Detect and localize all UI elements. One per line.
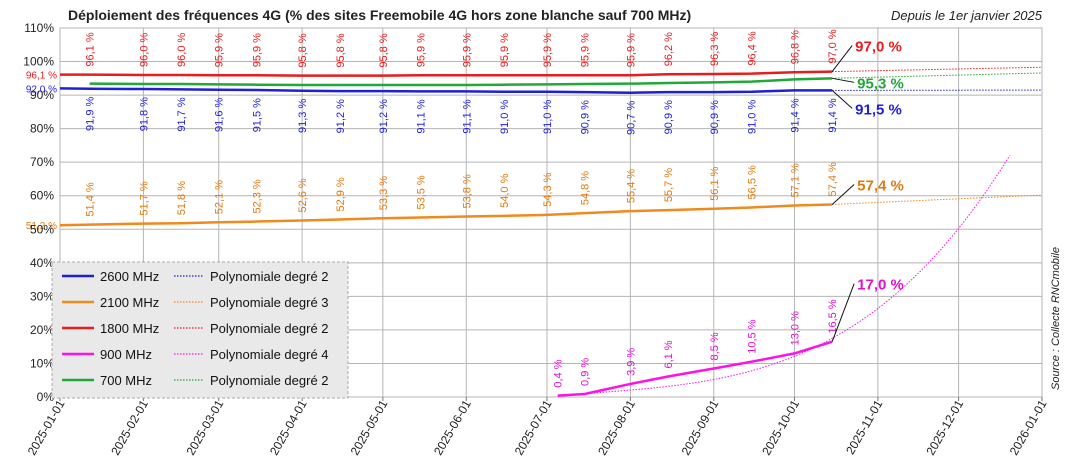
data-label: 91,2 % (378, 99, 390, 133)
data-label: 95,8 % (297, 33, 309, 67)
data-label: 90,9 % (663, 100, 675, 134)
data-label: 91,0 % (499, 100, 511, 134)
y-tick-label: 70% (30, 155, 54, 169)
y-tick-label: 10% (30, 356, 54, 370)
data-label: 54,0 % (499, 173, 511, 207)
data-label: 95,9 % (499, 33, 511, 67)
data-label: 53,3 % (378, 176, 390, 210)
end-value-label: 57,4 % (857, 177, 904, 194)
data-label: 52,9 % (335, 177, 347, 211)
data-label: 55,4 % (625, 169, 637, 203)
data-label: 96,0 % (138, 32, 150, 66)
data-label: 95,8 % (335, 33, 347, 67)
legend-label: 2100 MHz (100, 295, 159, 310)
y-tick-label: 0% (37, 390, 55, 404)
data-label: 95,9 % (542, 33, 554, 67)
data-label: 95,9 % (214, 33, 226, 67)
data-label: 91,1 % (461, 99, 473, 133)
y-tick-label: 20% (30, 323, 54, 337)
data-label: 91,8 % (138, 97, 150, 131)
data-label: 90,9 % (709, 100, 721, 134)
chart-subtitle: Depuis le 1er janvier 2025 (891, 8, 1043, 23)
data-label: 13,0 % (789, 311, 801, 345)
y-tick-label: 60% (30, 189, 54, 203)
legend-trend-label: Polynomiale degré 3 (210, 295, 329, 310)
end-value-label: 95,3 % (857, 75, 904, 92)
data-label: 96,0 % (176, 32, 188, 66)
y-tick-label: 90% (30, 88, 54, 102)
y-tick-label: 110% (24, 21, 54, 35)
legend-trend-label: Polynomiale degré 4 (210, 347, 329, 362)
data-label: 91,7 % (176, 97, 188, 131)
y-tick-label: 80% (30, 122, 54, 136)
source-note: Source : Collecte RNCmobile (1050, 247, 1062, 390)
data-label: 51,8 % (176, 181, 188, 215)
data-label: 56,1 % (709, 166, 721, 200)
data-label: 51,7 % (138, 181, 150, 215)
data-label: 95,9 % (416, 33, 428, 67)
data-label: 91,3 % (297, 99, 309, 133)
legend-trend-label: Polynomiale degré 2 (210, 321, 329, 336)
data-label: 96,8 % (789, 30, 801, 64)
legend-trend-label: Polynomiale degré 2 (210, 373, 329, 388)
data-label: 91,9 % (85, 97, 97, 131)
data-label: 95,8 % (378, 33, 390, 67)
data-label: 56,5 % (746, 165, 758, 199)
data-label: 57,1 % (789, 163, 801, 197)
data-label: 54,3 % (542, 172, 554, 206)
data-label: 57,4 % (827, 162, 839, 196)
data-label: 90,7 % (625, 101, 637, 135)
data-label: 91,0 % (542, 100, 554, 134)
data-label: 91,5 % (251, 98, 263, 132)
data-label: 95,9 % (461, 33, 473, 67)
data-label: 96,4 % (746, 31, 758, 65)
data-label: 54,8 % (580, 171, 592, 205)
data-label: 51,4 % (85, 182, 97, 216)
legend: 2600 MHz Polynomiale degré 2 2100 MHz Polyn… (52, 262, 348, 398)
data-label: 52,6 % (297, 178, 309, 212)
data-label: 55,7 % (663, 168, 675, 202)
start-value-label: 96,1 % (26, 71, 57, 82)
data-label: 97,0 % (827, 29, 839, 63)
legend-trend-label: Polynomiale degré 2 (210, 269, 329, 284)
data-label: 10,5 % (746, 319, 758, 353)
y-tick-label: 50% (30, 222, 54, 236)
data-label: 0,4 % (553, 359, 565, 387)
data-label: 53,5 % (416, 175, 428, 209)
data-label: 95,9 % (251, 33, 263, 67)
end-value-label: 17,0 % (857, 277, 904, 294)
data-label: 91,1 % (416, 99, 428, 133)
legend-label: 1800 MHz (100, 321, 159, 336)
data-label: 95,9 % (580, 33, 592, 67)
data-label: 91,6 % (214, 98, 226, 132)
data-label: 6,1 % (663, 340, 675, 368)
data-label: 8,5 % (709, 332, 721, 360)
data-label: 52,1 % (214, 180, 226, 214)
legend-label: 2600 MHz (100, 269, 159, 284)
chart-title: Déploiement des fréquences 4G (% des sit… (68, 7, 691, 23)
y-tick-label: 30% (30, 289, 54, 303)
data-label: 3,9 % (625, 348, 637, 376)
data-label: 91,4 % (827, 98, 839, 132)
legend-label: 900 MHz (100, 347, 152, 362)
data-label: 96,2 % (663, 32, 675, 66)
data-label: 96,3 % (709, 31, 721, 65)
data-label: 91,0 % (746, 100, 758, 134)
data-label: 90,9 % (580, 100, 592, 134)
end-value-label: 91,5 % (855, 101, 902, 118)
data-label: 0,9 % (580, 358, 592, 386)
data-label: 96,1 % (85, 32, 97, 66)
y-tick-label: 40% (30, 256, 54, 270)
data-label: 91,2 % (335, 99, 347, 133)
legend-label: 700 MHz (100, 373, 152, 388)
data-label: 52,3 % (251, 179, 263, 213)
data-label: 91,4 % (789, 98, 801, 132)
data-label: 53,8 % (461, 174, 473, 208)
data-label: 95,9 % (625, 33, 637, 67)
y-tick-label: 100% (23, 55, 54, 69)
end-value-label: 97,0 % (855, 39, 902, 56)
